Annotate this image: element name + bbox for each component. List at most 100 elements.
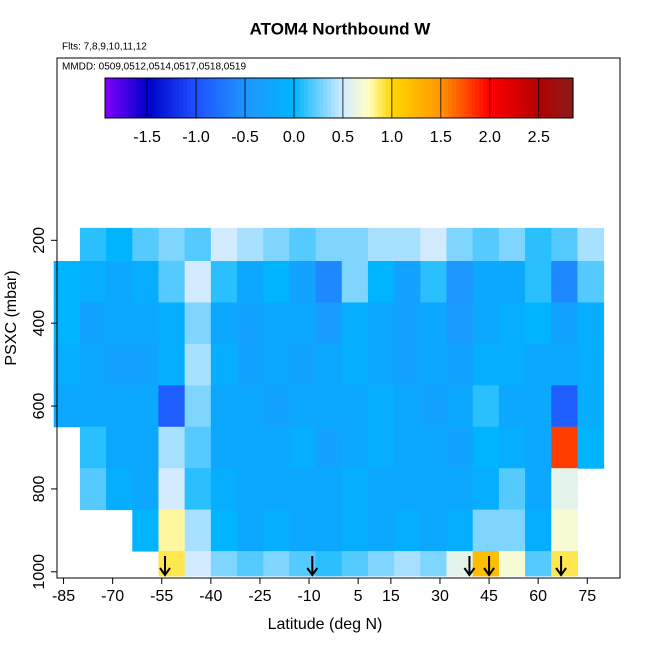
x-tick-label: 15 <box>382 588 400 605</box>
colorbar-tick-label: 1.0 <box>381 129 403 146</box>
heatmap-cell <box>184 302 212 345</box>
colorbar-swatch <box>432 78 438 118</box>
colorbar-swatch <box>144 78 149 118</box>
colorbar-swatch <box>253 78 258 118</box>
heatmap-cell <box>394 468 421 511</box>
heatmap-cell <box>446 302 474 345</box>
colorbar-swatch <box>300 78 305 118</box>
heatmap-cell <box>263 302 290 345</box>
heatmap-cell <box>577 227 605 262</box>
colorbar-swatch <box>327 78 332 118</box>
colorbar-tick-label: 2.5 <box>528 129 550 146</box>
heatmap-cell <box>53 343 81 386</box>
heatmap-cell <box>472 551 500 577</box>
heatmap-cell <box>367 343 395 386</box>
heatmap-cell <box>472 509 500 552</box>
heatmap-cell <box>237 385 264 428</box>
x-tick-label: -10 <box>297 588 320 605</box>
colorbar-swatch <box>335 78 340 118</box>
colorbar-swatch <box>264 78 270 118</box>
heatmap-cell <box>367 509 395 552</box>
heatmap-cell <box>289 343 317 386</box>
colorbar-swatch <box>378 78 383 118</box>
heatmap-cell <box>498 426 526 469</box>
heatmap-cell <box>472 227 500 262</box>
heatmap-cell <box>367 385 395 428</box>
colorbar-swatch <box>401 78 406 118</box>
plot-frame <box>56 57 621 579</box>
colorbar-swatch <box>319 78 324 118</box>
x-tick-label: 75 <box>578 588 596 605</box>
colorbar-swatch <box>222 78 227 118</box>
colorbar-swatch <box>276 78 282 118</box>
colorbar-swatch <box>393 78 399 118</box>
heatmap-cell <box>315 302 343 345</box>
heatmap-cell <box>394 385 421 428</box>
heatmap-cell <box>237 227 264 262</box>
heatmap-cell <box>132 227 159 262</box>
colorbar-swatch <box>194 78 200 118</box>
heatmap-cell <box>446 385 474 428</box>
heatmap-cell <box>263 551 290 577</box>
colorbar-swatch <box>284 78 289 118</box>
heatmap-cell <box>472 426 500 469</box>
heatmap-cell <box>367 227 395 262</box>
colorbar-swatch <box>210 78 215 118</box>
heatmap-cell <box>577 302 605 345</box>
colorbar-swatch <box>112 78 118 118</box>
heatmap-cell <box>79 426 107 469</box>
heatmap-cell <box>158 385 186 428</box>
colorbar-swatch <box>171 78 176 118</box>
colorbar-swatch <box>323 78 328 118</box>
colorbar-tick-label: -1.5 <box>133 129 161 146</box>
heatmap-cell <box>315 261 343 303</box>
heatmap-cell <box>367 426 395 469</box>
arrow <box>463 556 476 577</box>
heatmap-cell <box>263 426 290 469</box>
colorbar-swatch <box>483 78 488 118</box>
colorbar-tick-label: 0.0 <box>283 129 305 146</box>
colorbar-swatch <box>397 78 402 118</box>
heatmap-cell <box>525 261 552 303</box>
colorbar-swatch <box>362 78 367 118</box>
colorbar-swatch <box>495 78 500 118</box>
heatmap-cell <box>106 426 133 469</box>
colorbar-swatch <box>417 78 422 118</box>
colorbar-swatch <box>428 78 434 118</box>
heatmap-cell <box>210 302 238 345</box>
colorbar-swatch <box>163 78 168 118</box>
colorbar-swatch <box>510 78 516 118</box>
heatmap-cell <box>210 509 238 552</box>
heatmap-cell <box>525 426 552 469</box>
heatmap-cell <box>237 426 264 469</box>
colorbar-swatch <box>229 78 235 118</box>
heatmap-cell <box>289 385 317 428</box>
heatmap-cell <box>420 509 448 552</box>
heatmap-cell <box>420 551 448 577</box>
heatmap-cell <box>367 468 395 511</box>
colorbar-swatch <box>159 78 165 118</box>
colorbar-swatch <box>456 78 461 118</box>
colorbar-swatch <box>128 78 133 118</box>
colorbar-swatch <box>307 78 313 118</box>
heatmap-cell <box>158 302 186 345</box>
heatmap-cell <box>210 426 238 469</box>
heatmap-cell <box>79 302 107 345</box>
colorbar-swatch <box>202 78 207 118</box>
y-tick-label: 400 <box>31 310 48 337</box>
colorbar-swatch <box>249 78 254 118</box>
heatmap-cell <box>525 227 552 262</box>
heatmap-cell <box>525 551 552 577</box>
colorbar-swatch <box>385 78 391 118</box>
heatmap-cell <box>498 261 526 303</box>
colorbar-swatch <box>155 78 161 118</box>
heatmap-cell <box>577 385 605 428</box>
colorbar-swatch <box>557 78 562 118</box>
colorbar-swatch <box>315 78 321 118</box>
heatmap-cell <box>551 426 578 469</box>
colorbar-swatch <box>120 78 126 118</box>
heatmap-cell <box>53 385 81 428</box>
heatmap-cell <box>341 227 369 262</box>
colorbar-swatch <box>350 78 356 118</box>
